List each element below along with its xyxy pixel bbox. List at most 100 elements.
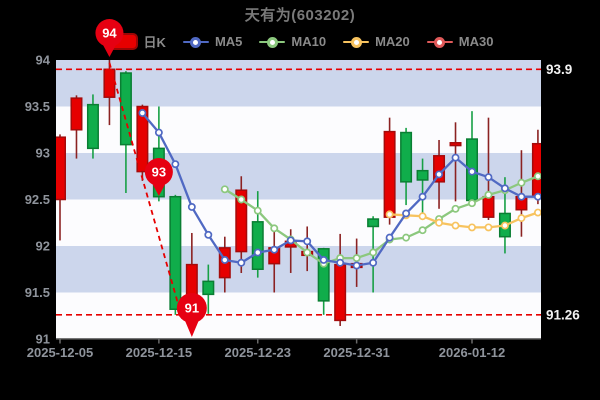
- ma5-marker: [303, 237, 312, 246]
- candle-body: [70, 97, 83, 131]
- candle: [119, 71, 132, 193]
- ma5-marker: [187, 202, 196, 211]
- candle-body: [185, 263, 198, 298]
- legend-item-MA5[interactable]: MA5: [182, 34, 243, 49]
- ma5-marker: [418, 192, 427, 201]
- candle: [202, 264, 215, 314]
- x-axis-label: 2025-12-15: [126, 345, 193, 360]
- ma10-marker: [517, 178, 526, 187]
- candle-body: [334, 263, 347, 322]
- ma5-marker: [319, 256, 328, 264]
- ma20-line: [389, 211, 539, 229]
- ma5-marker: [435, 170, 443, 179]
- legend-label: MA20: [375, 34, 410, 49]
- ma10-marker: [468, 199, 476, 208]
- ma5-marker: [171, 160, 180, 169]
- ma5-marker: [253, 248, 262, 257]
- x-axis-label: 2025-12-05: [27, 345, 94, 360]
- ma5-marker: [237, 258, 246, 267]
- candle-body: [383, 130, 396, 218]
- price-pin-bubble: [176, 293, 207, 323]
- candle: [400, 127, 413, 206]
- ma10-marker: [220, 185, 229, 194]
- price-band: [56, 60, 541, 107]
- candle: [383, 117, 396, 225]
- candle: [169, 194, 182, 315]
- ma10-marker: [484, 190, 493, 199]
- price-pin-label: 91: [185, 301, 199, 316]
- ma20-marker: [533, 208, 541, 217]
- ma20-marker: [468, 223, 476, 232]
- legend-item-MA20[interactable]: MA20: [343, 34, 410, 49]
- chart-title: 天有为(603202): [244, 7, 356, 24]
- y-axis-label: 91: [36, 332, 50, 347]
- y-axis-label: 91.5: [25, 285, 50, 300]
- ma10-marker: [270, 224, 279, 233]
- candle-body: [416, 169, 429, 181]
- legend-label: MA5: [214, 34, 243, 49]
- ma5-marker: [204, 230, 213, 239]
- legend-label: 日K: [143, 35, 166, 50]
- ma5-marker: [286, 236, 295, 245]
- ma20-marker: [385, 210, 394, 219]
- chart-legend: 日K MA5 MA10 MA20 MA30: [0, 32, 600, 51]
- ma5-marker: [369, 258, 378, 267]
- ma10-marker: [237, 195, 246, 204]
- price-pin-93: 93: [144, 158, 173, 196]
- legend-item-MA10[interactable]: MA10: [259, 34, 326, 49]
- legend-label: MA30: [458, 34, 494, 49]
- ma5-series: [138, 109, 541, 270]
- price-band: [56, 246, 541, 293]
- ma5-marker: [138, 109, 147, 117]
- candle-body: [531, 142, 541, 198]
- price-pin-91: 91: [176, 293, 207, 337]
- price-pin-94: 94: [95, 19, 124, 57]
- x-axis-label: 2025-12-31: [323, 345, 390, 360]
- ma5-marker: [270, 245, 279, 254]
- x-axis-label: 2025-12-23: [225, 345, 292, 360]
- candle-body: [400, 131, 413, 183]
- ma20-marker: [435, 218, 443, 227]
- candle-body: [251, 221, 264, 271]
- y-axis-label: 92.5: [25, 192, 50, 207]
- ma20-marker: [451, 221, 460, 230]
- ma5-marker: [451, 153, 460, 162]
- ref-line-value-label: 91.26: [546, 307, 580, 322]
- price-pin-bubble: [144, 158, 173, 186]
- candle-body: [136, 105, 149, 173]
- ma10-marker: [451, 204, 460, 213]
- legend-label: MA10: [291, 34, 327, 49]
- ma10-marker: [418, 226, 427, 235]
- ma5-marker: [484, 173, 493, 182]
- ma5-marker: [533, 192, 541, 201]
- price-pin-label: 94: [102, 26, 117, 41]
- ma30-legend-marker-icon: [426, 35, 453, 48]
- price-pin-tip: [183, 318, 200, 337]
- candle: [449, 122, 462, 202]
- legend-item-MA30[interactable]: MA30: [426, 34, 494, 49]
- candle: [70, 95, 83, 159]
- x-axis-label: 2026-01-12: [439, 345, 506, 360]
- candle: [416, 158, 429, 214]
- ma5-marker: [385, 233, 394, 242]
- price-pin-label: 93: [152, 165, 166, 180]
- candle-body: [86, 103, 99, 150]
- ma5-marker: [154, 128, 163, 137]
- candle: [136, 104, 149, 181]
- y-axis-label: 92: [36, 239, 50, 254]
- ma5-marker: [517, 192, 526, 201]
- price-pin-bubble: [95, 19, 124, 47]
- ma10-legend-marker-icon: [259, 35, 286, 48]
- ma10-marker: [303, 248, 312, 257]
- candle-body: [119, 72, 132, 146]
- candle: [56, 134, 66, 241]
- ma10-marker: [253, 206, 262, 215]
- ma20-marker: [484, 223, 493, 232]
- ma5-marker: [501, 184, 509, 193]
- y-axis-label: 93: [36, 146, 50, 161]
- ma20-marker: [517, 214, 526, 223]
- ma10-marker: [352, 254, 361, 263]
- y-axis-label: 93.5: [25, 99, 50, 114]
